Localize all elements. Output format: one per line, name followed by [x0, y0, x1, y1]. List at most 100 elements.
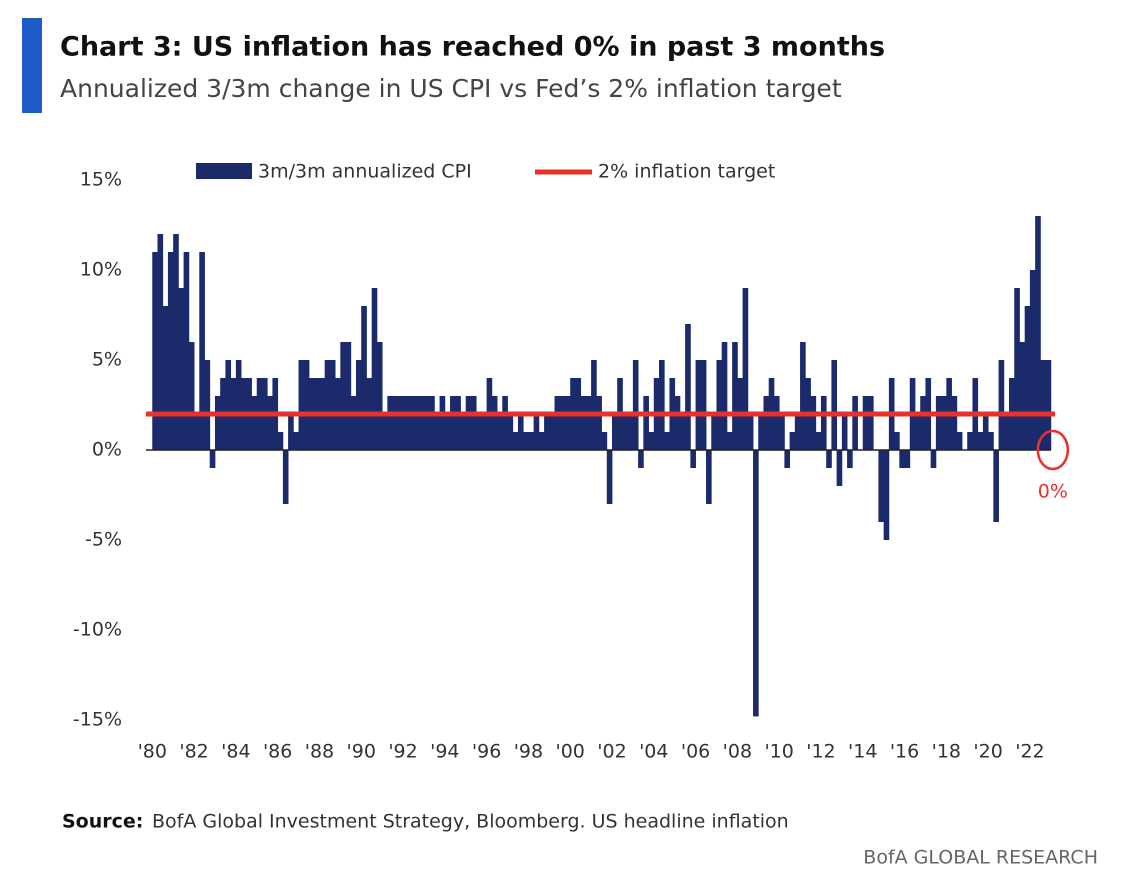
- x-tick-label: '80: [138, 741, 167, 763]
- bar: [612, 414, 618, 450]
- bar: [413, 396, 419, 450]
- bar: [643, 396, 649, 450]
- bar: [831, 360, 837, 450]
- x-tick-label: '12: [806, 741, 835, 763]
- x-tick-label: '84: [221, 741, 250, 763]
- bar: [732, 342, 738, 450]
- bar: [210, 450, 216, 468]
- bar: [999, 360, 1005, 450]
- bar: [419, 396, 425, 450]
- x-tick-label: '92: [388, 741, 417, 763]
- x-tick-label: '20: [973, 741, 1002, 763]
- y-tick-label: 0%: [92, 439, 122, 461]
- bar: [518, 414, 524, 450]
- bar: [205, 360, 211, 450]
- footer: BofA GLOBAL RESEARCH: [863, 847, 1098, 869]
- x-tick-label: '02: [597, 741, 626, 763]
- bar: [878, 450, 884, 522]
- bar: [842, 414, 848, 450]
- bar: [236, 360, 242, 450]
- bar: [837, 450, 843, 486]
- x-tick-label: '06: [681, 741, 710, 763]
- bar: [774, 396, 780, 450]
- bar: [471, 396, 477, 450]
- bar: [544, 414, 550, 450]
- x-tick-label: '16: [890, 741, 919, 763]
- bar: [659, 360, 665, 450]
- chart-title: Chart 3: US inflation has reached 0% in …: [60, 32, 885, 63]
- bar: [1046, 360, 1052, 450]
- bar: [748, 414, 754, 450]
- bar: [299, 360, 305, 450]
- x-tick-label: '08: [723, 741, 752, 763]
- bar: [816, 432, 822, 450]
- bar: [278, 432, 284, 450]
- bar: [1019, 342, 1025, 450]
- bar: [685, 324, 691, 450]
- bar: [920, 396, 926, 450]
- bar: [753, 450, 759, 716]
- bar: [784, 450, 790, 468]
- bar: [936, 396, 942, 450]
- bar: [330, 360, 336, 450]
- bar: [690, 450, 696, 468]
- bar: [508, 414, 514, 450]
- bar: [941, 396, 947, 450]
- bar: [790, 432, 796, 450]
- bar: [304, 360, 310, 450]
- bar: [387, 396, 393, 450]
- bar: [429, 396, 435, 450]
- bar: [346, 342, 352, 450]
- x-tick-label: '14: [848, 741, 877, 763]
- bar: [1014, 288, 1020, 450]
- bar: [168, 252, 174, 450]
- bar: [361, 306, 367, 450]
- bar: [283, 450, 289, 504]
- bar: [894, 432, 900, 450]
- source-text: BofA Global Investment Strategy, Bloombe…: [152, 811, 789, 833]
- bar: [899, 450, 905, 468]
- chart-subtitle: Annualized 3/3m change in US CPI vs Fed’…: [60, 74, 842, 103]
- bar: [664, 432, 670, 450]
- bar: [225, 360, 231, 450]
- x-tick-label: '00: [555, 741, 584, 763]
- bar: [466, 396, 472, 450]
- bar: [622, 414, 628, 450]
- y-tick-label: -10%: [73, 619, 122, 641]
- bar: [523, 432, 529, 450]
- bar: [215, 396, 221, 450]
- legend-swatch: [196, 163, 252, 179]
- bar: [288, 414, 294, 450]
- bar: [476, 414, 482, 450]
- bar: [178, 288, 184, 450]
- title-accent: [22, 18, 42, 113]
- bar: [173, 234, 179, 450]
- bar: [931, 450, 937, 468]
- bar: [800, 342, 806, 450]
- x-tick-label: '22: [1015, 741, 1044, 763]
- bar: [450, 396, 456, 450]
- bar: [440, 396, 446, 450]
- legend-label: 2% inflation target: [598, 161, 775, 183]
- bar: [377, 342, 383, 450]
- bar: [398, 396, 404, 450]
- x-tick-label: '04: [639, 741, 668, 763]
- bar: [607, 450, 613, 504]
- bar: [884, 450, 890, 540]
- bar: [868, 396, 874, 450]
- y-tick-label: -5%: [85, 529, 122, 551]
- bar: [967, 432, 973, 450]
- y-tick-label: -15%: [73, 709, 122, 731]
- bar: [649, 432, 655, 450]
- bar: [199, 252, 205, 450]
- bar: [811, 396, 817, 450]
- bar: [1004, 414, 1010, 450]
- bar: [434, 414, 440, 450]
- bar: [633, 360, 639, 450]
- bar: [706, 450, 712, 504]
- bar: [847, 450, 853, 468]
- x-tick-label: '88: [305, 741, 334, 763]
- bar: [581, 396, 587, 450]
- bar: [424, 396, 430, 450]
